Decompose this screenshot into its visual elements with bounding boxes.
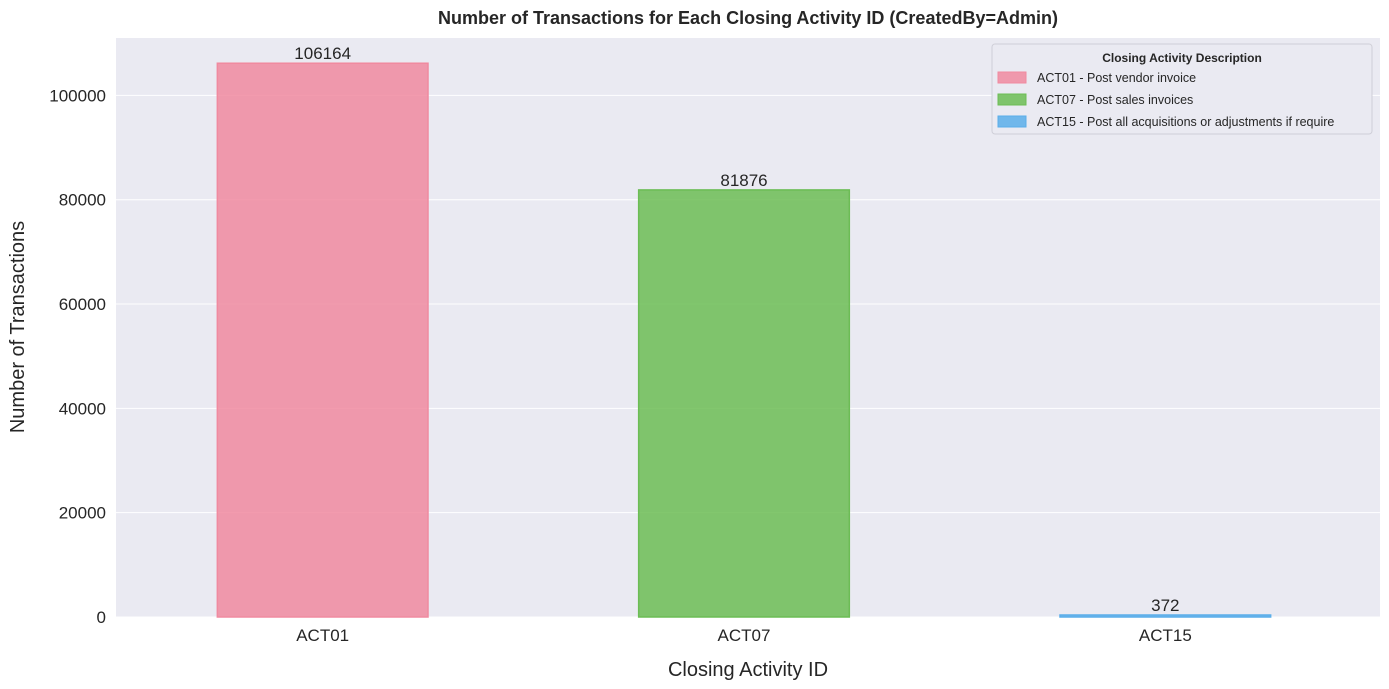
x-tick-label: ACT01 [296, 626, 349, 645]
y-tick-label: 20000 [59, 504, 106, 523]
bar-act15 [1059, 614, 1272, 618]
y-tick-label: 100000 [49, 86, 106, 105]
legend-swatch [997, 93, 1027, 106]
legend-entry-label: ACT15 - Post all acquisitions or adjustm… [1037, 115, 1334, 129]
bar-value-label: 81876 [720, 171, 767, 190]
y-tick-label: 40000 [59, 399, 106, 418]
legend-swatch [997, 71, 1027, 84]
x-axis-ticks: ACT01 ACT07 ACT15 [296, 626, 1192, 645]
legend: Closing Activity Description ACT01 - Pos… [991, 43, 1373, 135]
bar-value-label: 106164 [294, 44, 351, 63]
chart-title: Number of Transactions for Each Closing … [438, 8, 1058, 28]
x-tick-label: ACT15 [1139, 626, 1192, 645]
legend-box [991, 43, 1373, 135]
y-tick-label: 0 [97, 608, 106, 627]
x-tick-label: ACT07 [718, 626, 771, 645]
legend-entry-label: ACT07 - Post sales invoices [1037, 93, 1193, 107]
y-tick-label: 80000 [59, 191, 106, 210]
bar-value-labels: 106164 81876 372 [294, 44, 1179, 615]
legend-title: Closing Activity Description [1102, 51, 1262, 65]
bar-act07 [637, 189, 851, 618]
x-axis-label: Closing Activity ID [668, 659, 828, 681]
y-tick-label: 60000 [59, 295, 106, 314]
bars [216, 62, 1272, 618]
legend-swatch [997, 115, 1027, 128]
bar-act01 [216, 62, 429, 618]
legend-entries: ACT01 - Post vendor invoice ACT07 - Post … [997, 71, 1334, 129]
legend-entry-label: ACT01 - Post vendor invoice [1037, 71, 1196, 85]
y-axis-label: Number of Transactions [7, 221, 29, 433]
bar-value-label: 372 [1151, 596, 1179, 615]
y-axis-ticks: 0 20000 40000 60000 80000 100000 [49, 86, 106, 627]
